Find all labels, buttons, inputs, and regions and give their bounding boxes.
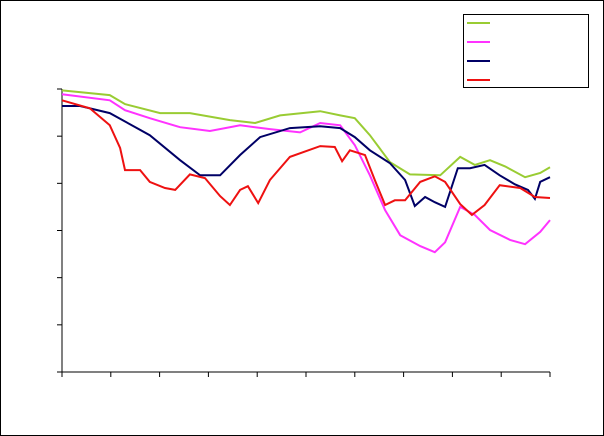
series-line [61, 89, 551, 179]
series-line [62, 105, 551, 209]
series-line [61, 99, 551, 217]
series-line [61, 93, 551, 254]
legend-box [463, 14, 589, 88]
